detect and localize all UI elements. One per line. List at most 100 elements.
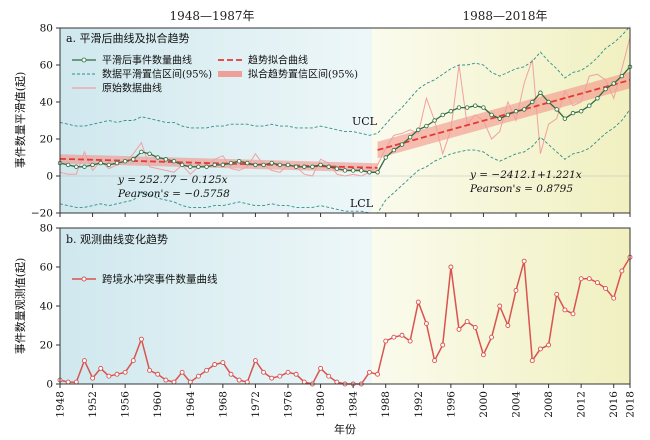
observed-point	[204, 367, 210, 373]
observed-point	[489, 334, 495, 340]
panel-a-y-tick-label: 60	[40, 60, 53, 72]
smoothed-point	[114, 160, 120, 166]
observed-point	[138, 336, 144, 342]
x-tick-label: 1960	[152, 391, 164, 418]
smoothed-point	[578, 109, 584, 114]
observed-point	[106, 373, 112, 379]
observed-point	[505, 323, 511, 328]
x-tick-label: 2018	[625, 391, 637, 418]
smoothed-point	[310, 164, 315, 169]
smoothed-point	[228, 160, 234, 166]
panel-a-y-tick-label: −20	[31, 208, 53, 220]
smoothed-point	[611, 81, 616, 86]
observed-point	[399, 332, 405, 338]
observed-point	[301, 379, 307, 385]
smoothed-point	[82, 164, 87, 169]
smoothed-point	[98, 160, 103, 166]
smoothed-point	[513, 109, 519, 114]
smoothed-point	[65, 162, 71, 168]
panel-b-ylabel: 事件数量观测值(起)	[14, 258, 27, 355]
observed-point	[334, 379, 340, 385]
panel-b-legend: 跨境水冲突事件数量曲线	[72, 273, 218, 286]
ucl-label: UCL	[352, 115, 378, 128]
observed-point	[432, 358, 438, 364]
legend-label-raw: 原始数据曲线	[102, 82, 162, 95]
observed-point	[375, 371, 381, 377]
smoothed-point	[456, 105, 462, 110]
x-tick-label: 1972	[250, 391, 262, 418]
equation-right: y = −2412.1+1.221x	[469, 169, 582, 181]
smoothed-point	[269, 160, 274, 166]
trend-line-2	[377, 79, 631, 151]
panel-a-y-tick-label: 20	[40, 134, 53, 146]
x-tick-label: 2016	[608, 391, 620, 418]
smoothed-point	[367, 170, 372, 175]
pearson-left: Pearson's = −0.5758	[117, 188, 230, 200]
smoothed-point	[212, 162, 217, 168]
x-tick-label: 2008	[543, 391, 555, 418]
legend-marker-smoothed	[81, 57, 87, 63]
observed-point	[212, 362, 218, 367]
panel-b-y-axis: 0 20 40 60 80	[40, 223, 60, 391]
observed-point	[603, 286, 609, 291]
smoothed-point	[106, 162, 112, 168]
observed-point	[318, 365, 324, 371]
observed-point	[594, 280, 600, 286]
observed-point	[464, 319, 470, 325]
smoothed-point	[570, 110, 576, 116]
legend-label-trend_ci: 拟合趋势置信区间(95%)	[248, 68, 358, 81]
smoothed-point	[587, 103, 592, 108]
legend-label-mean_ci: 数据平滑置信区间(95%)	[102, 68, 212, 81]
smoothed-point	[245, 160, 250, 166]
x-tick-label: 1968	[217, 391, 229, 418]
observed-point	[513, 287, 519, 293]
ucl-line	[59, 25, 631, 136]
x-tick-label: 2004	[511, 391, 523, 418]
observed-point	[546, 342, 552, 348]
panel-a-y-axis: −20 0 20 40 60 80	[31, 23, 60, 220]
legend-label-observed: 跨境水冲突事件数量曲线	[102, 273, 218, 286]
panel-b-y-tick-label: 20	[40, 340, 53, 352]
x-tick-label: 1984	[348, 391, 360, 418]
observed-point	[122, 369, 128, 375]
smoothed-point	[253, 162, 258, 168]
smoothed-point	[473, 103, 478, 108]
panel-a-bg-left	[60, 28, 372, 213]
observed-point	[228, 371, 234, 377]
smoothed-point	[171, 158, 177, 164]
smoothed-point	[326, 164, 331, 169]
smoothed-point	[424, 123, 429, 129]
observed-point	[562, 307, 568, 313]
observed-point	[423, 321, 429, 326]
smoothed-point	[538, 90, 543, 95]
panel-b-y-tick-label: 60	[40, 262, 53, 274]
x-tick-label: 1976	[283, 391, 295, 418]
smoothed-point	[220, 162, 226, 168]
smoothed-point	[293, 164, 299, 169]
smoothed-point	[407, 134, 413, 140]
observed-point	[171, 379, 177, 385]
smoothed-point	[188, 164, 193, 169]
smoothed-point	[497, 116, 502, 121]
smoothed-point	[204, 164, 209, 169]
smoothed-point	[90, 162, 95, 168]
observed-point	[407, 338, 413, 344]
smoothed-point	[334, 166, 340, 171]
smoothed-point	[350, 168, 356, 173]
panel-a-frame	[59, 27, 631, 214]
smoothed-point	[505, 112, 511, 118]
smoothed-point	[375, 170, 380, 175]
panel-b-y-tick-label: 0	[46, 379, 53, 391]
smoothed-point	[489, 112, 494, 118]
smoothed-point	[155, 155, 160, 160]
smoothed-point	[147, 151, 152, 156]
panel-b-y-tick-label: 80	[40, 223, 53, 235]
observed-point	[65, 379, 71, 385]
x-tick-label: 2000	[478, 391, 490, 418]
smoothed-point	[432, 118, 437, 123]
smoothed-point	[74, 164, 79, 169]
smoothed-point	[285, 162, 291, 168]
smoothed-point	[521, 107, 527, 112]
observed-point	[440, 342, 446, 348]
